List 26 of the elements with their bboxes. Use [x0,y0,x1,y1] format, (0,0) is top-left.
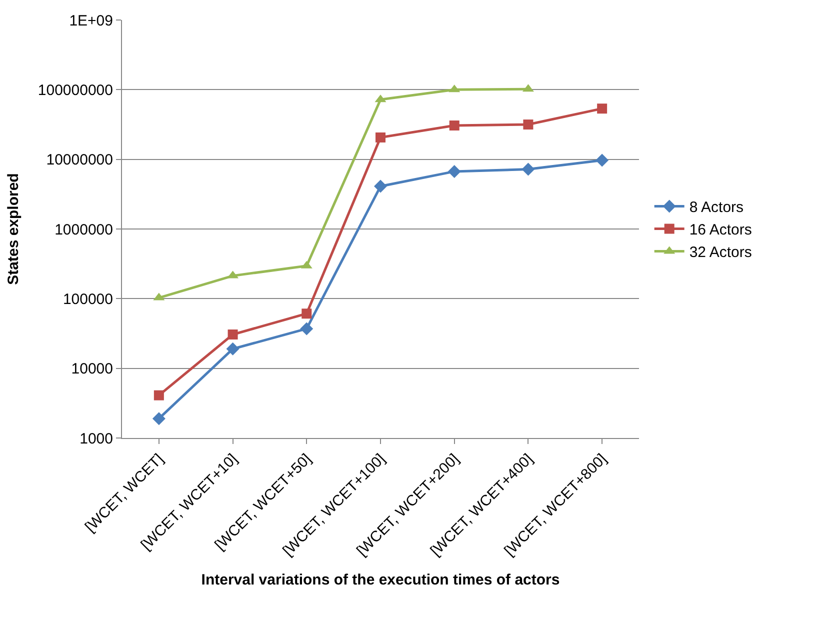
y-tick-label: 100000 [62,290,113,308]
point [374,180,387,193]
point [523,120,534,130]
y-tick-label: 100000000 [38,82,113,99]
legend-label: 8 Actors [689,199,744,216]
point [226,342,240,356]
point [596,154,609,167]
point [302,308,312,319]
y-tick-label: 1E+09 [69,12,113,30]
y-tick-label: 1000 [80,430,113,448]
y-tick-label: 1000000 [54,221,113,238]
point [300,322,314,336]
legend-label: 32 Actors [689,244,752,262]
point [597,104,608,114]
point [154,390,164,400]
point [376,132,386,142]
y-tick-label: 10000 [71,360,113,378]
point [449,120,460,130]
point [152,412,166,426]
point [228,329,238,340]
y-axis-title: States explored [5,173,22,285]
y-tick-label: 10000000 [46,152,113,169]
legend-label: 16 Actors [689,222,752,239]
x-axis-title: Interval variations of the execution times of actors [201,572,560,589]
point [448,164,461,178]
point [522,162,535,176]
